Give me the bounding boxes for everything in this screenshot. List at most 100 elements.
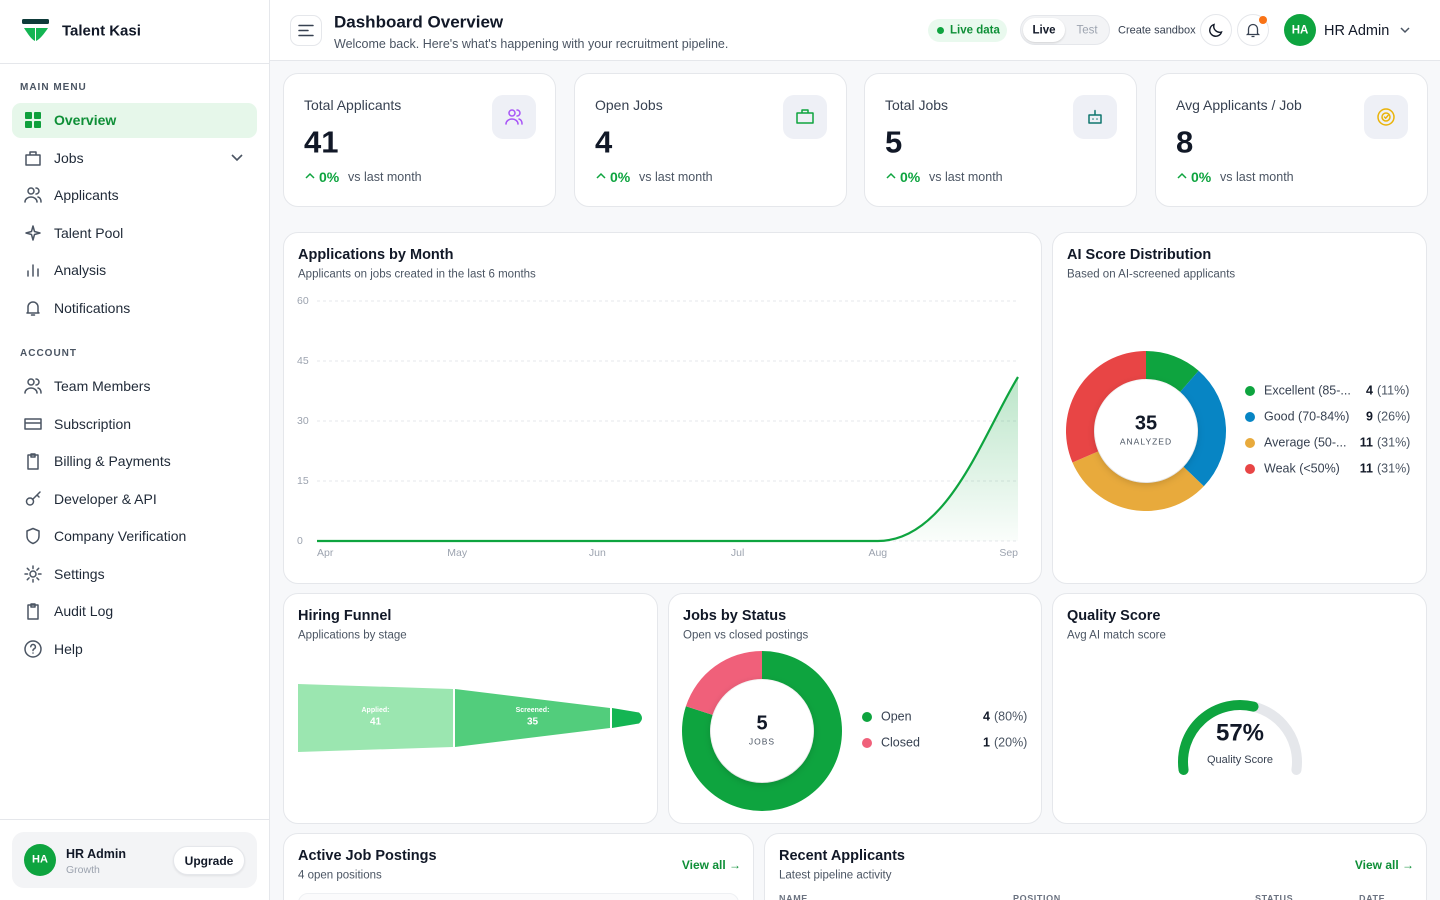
page-title: Dashboard Overview bbox=[334, 12, 504, 32]
icon-shape bbox=[24, 418, 42, 430]
x-tick-label: May bbox=[447, 547, 468, 559]
donut-center bbox=[1095, 380, 1197, 482]
menu-item[interactable] bbox=[12, 407, 257, 442]
icon-shape bbox=[34, 112, 41, 119]
sidebar-divider bbox=[0, 819, 269, 820]
mode-option-label[interactable]: Live bbox=[1032, 23, 1056, 36]
menu-label: Notifications bbox=[54, 300, 131, 316]
stat-change: 0% bbox=[1191, 169, 1212, 185]
table-column-header: NAME bbox=[779, 893, 808, 900]
legend-percent: (31%) bbox=[1377, 461, 1410, 475]
icon-shape bbox=[24, 187, 42, 203]
menu-label: Overview bbox=[54, 112, 117, 128]
create-sandbox-link[interactable]: Create sandbox bbox=[1118, 24, 1196, 36]
donut-segment bbox=[1072, 451, 1204, 511]
avatar-initials: HA bbox=[32, 853, 48, 866]
menu-item[interactable] bbox=[12, 253, 257, 288]
hamburger-icon bbox=[298, 24, 314, 37]
icon-shape bbox=[24, 378, 42, 394]
icon-shape bbox=[25, 491, 41, 506]
menu-item[interactable] bbox=[12, 103, 257, 138]
legend-percent: (31%) bbox=[1377, 435, 1410, 449]
menu-item[interactable] bbox=[12, 291, 257, 326]
expand-chevron bbox=[231, 154, 243, 162]
funnel-stage-label: Screened: bbox=[516, 707, 550, 714]
header-user-name[interactable]: HR Admin bbox=[1324, 22, 1390, 39]
upgrade-button[interactable] bbox=[173, 846, 245, 875]
chart: 57% Quality Score bbox=[1178, 700, 1302, 775]
header-avatar[interactable] bbox=[1284, 14, 1316, 46]
user-menu-chevron bbox=[1400, 27, 1410, 34]
x-tick-label: Jun bbox=[589, 547, 606, 559]
chart-subtitle: Open vs closed postings bbox=[683, 629, 809, 642]
trend-up-icon bbox=[305, 172, 315, 179]
stat-card: Total Jobs 5 0% vs last month bbox=[864, 73, 1137, 207]
notification-dot bbox=[1259, 16, 1267, 24]
menu-item[interactable] bbox=[12, 141, 257, 176]
sidebar-divider bbox=[0, 63, 269, 64]
menu-section-label: ACCOUNT bbox=[20, 348, 77, 359]
chart-subtitle: Avg AI match score bbox=[1067, 629, 1166, 642]
menu-item[interactable] bbox=[12, 557, 257, 592]
chart: Applied: 41 Screened: 35 bbox=[298, 684, 642, 752]
donut-segment bbox=[682, 651, 842, 811]
icon-shape bbox=[25, 225, 41, 241]
icon-shape bbox=[27, 603, 39, 620]
trend-shape bbox=[596, 172, 606, 179]
icon-shape bbox=[25, 121, 32, 128]
view-all-link[interactable]: View all → bbox=[1354, 858, 1414, 872]
menu-item[interactable] bbox=[12, 594, 257, 629]
stat-change: 0% bbox=[610, 169, 631, 185]
menu-icon bbox=[27, 264, 39, 277]
stat-note: vs last month bbox=[348, 169, 422, 184]
card-title: Recent Applicants bbox=[779, 847, 905, 864]
menu-icon bbox=[24, 565, 42, 583]
funnel-stage-value: 41 bbox=[370, 717, 382, 728]
chart-card: Quality Score Avg AI match score 57% Qualit… bbox=[1052, 593, 1427, 824]
mode-option-label[interactable]: Test bbox=[1076, 23, 1098, 36]
y-tick-label: 45 bbox=[297, 355, 309, 367]
menu-label: Company Verification bbox=[54, 528, 187, 544]
live-badge-label: Live data bbox=[950, 23, 1000, 36]
icon-shape bbox=[27, 264, 39, 277]
stat-icon-box bbox=[1073, 95, 1117, 139]
menu-label: Analysis bbox=[54, 262, 107, 278]
menu-icon bbox=[25, 112, 41, 128]
menu-item[interactable] bbox=[12, 178, 257, 213]
stat-icon-box bbox=[783, 95, 827, 139]
avatar bbox=[24, 844, 56, 876]
job-list-row bbox=[298, 893, 739, 900]
mode-option-active[interactable] bbox=[1023, 18, 1065, 42]
user-name: HR Admin bbox=[66, 846, 126, 861]
menu-item[interactable] bbox=[12, 632, 257, 667]
menu-item[interactable] bbox=[12, 216, 257, 251]
donut-center bbox=[711, 680, 813, 782]
legend-value: 9 bbox=[1366, 409, 1373, 423]
menu-label: Team Members bbox=[54, 378, 151, 394]
menu-icon bbox=[27, 603, 39, 620]
stat-note: vs last month bbox=[639, 169, 713, 184]
icon-shape bbox=[25, 112, 32, 119]
brand-name: Talent Kasi bbox=[62, 22, 141, 40]
chevron-shape bbox=[231, 154, 243, 162]
stat-change: 0% bbox=[319, 169, 340, 185]
donut-segment bbox=[685, 651, 762, 715]
user-plan: Growth bbox=[66, 863, 100, 876]
page-subtitle: Welcome back. Here's what's happening wi… bbox=[334, 36, 729, 51]
icon-shape bbox=[26, 301, 40, 316]
chart: 0 15 30 45 60 Apr May Jun Jul Aug Sep bbox=[297, 295, 1019, 559]
menu-icon bbox=[24, 418, 42, 430]
y-tick-label: 15 bbox=[297, 475, 309, 487]
stat-label: Open Jobs bbox=[595, 97, 663, 113]
stat-value: 5 bbox=[885, 124, 903, 160]
y-tick-label: 0 bbox=[297, 535, 303, 547]
legend-dot bbox=[862, 738, 872, 748]
donut-center-value: 35 bbox=[1135, 412, 1157, 434]
menu-label: Talent Pool bbox=[54, 225, 124, 241]
menu-icon bbox=[27, 453, 39, 470]
trend-up-icon bbox=[1177, 172, 1187, 179]
view-all-link[interactable]: View all → bbox=[681, 858, 741, 872]
icon-shape bbox=[26, 527, 40, 545]
theme-button[interactable] bbox=[1200, 14, 1232, 46]
